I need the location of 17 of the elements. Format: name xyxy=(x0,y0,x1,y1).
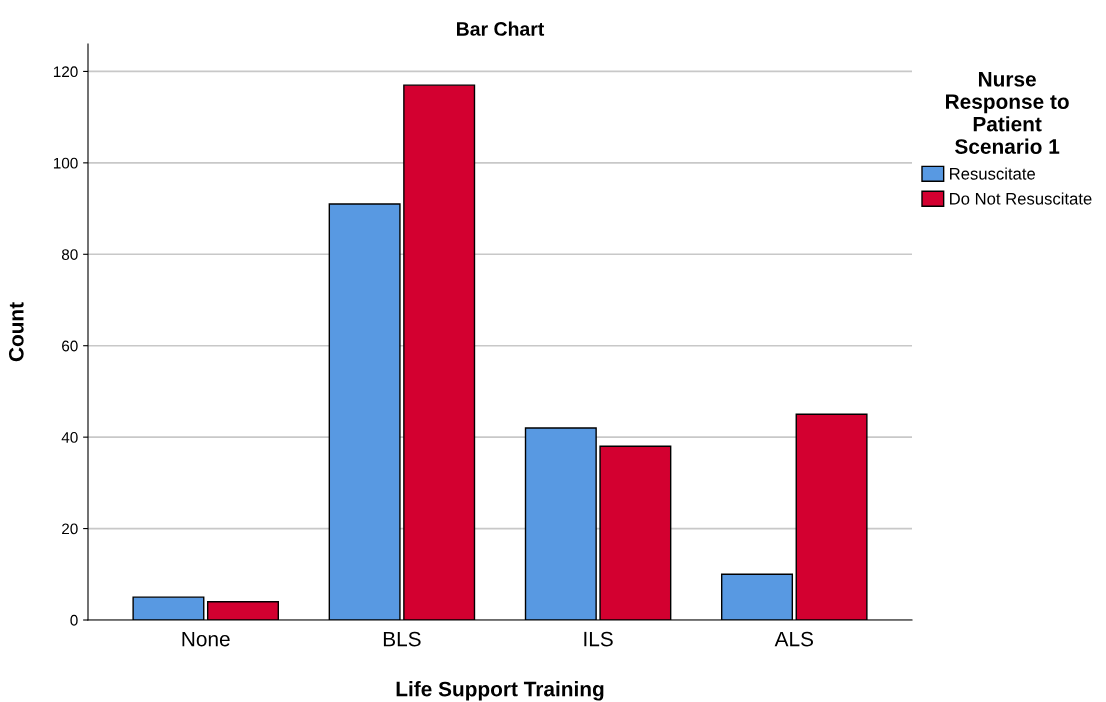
y-tick-label: 20 xyxy=(62,523,78,535)
y-tick-label: 60 xyxy=(62,340,78,352)
x-tick-label: ALS xyxy=(774,631,814,647)
legend-label: Do Not Resuscitate xyxy=(950,192,1092,205)
x-tick-label: None xyxy=(182,631,230,647)
y-tick-label: 40 xyxy=(61,432,78,443)
x-tick-label: BLS xyxy=(383,631,421,647)
y-tick-label: 80 xyxy=(61,249,78,260)
chart-title: Bar Chart xyxy=(457,21,545,36)
x-tick-label: ILS xyxy=(584,631,613,647)
y-tick-label: 100 xyxy=(53,157,78,169)
legend-title: Nurse Response to Patient Scenario 1 xyxy=(946,72,1069,154)
legend-label: Resuscitate xyxy=(950,167,1035,180)
y-tick-label: 120 xyxy=(53,66,78,78)
x-axis-title: Life Support Training xyxy=(396,681,604,701)
y-tick-label: 0 xyxy=(70,614,78,626)
y-axis-title: Count xyxy=(8,302,24,362)
